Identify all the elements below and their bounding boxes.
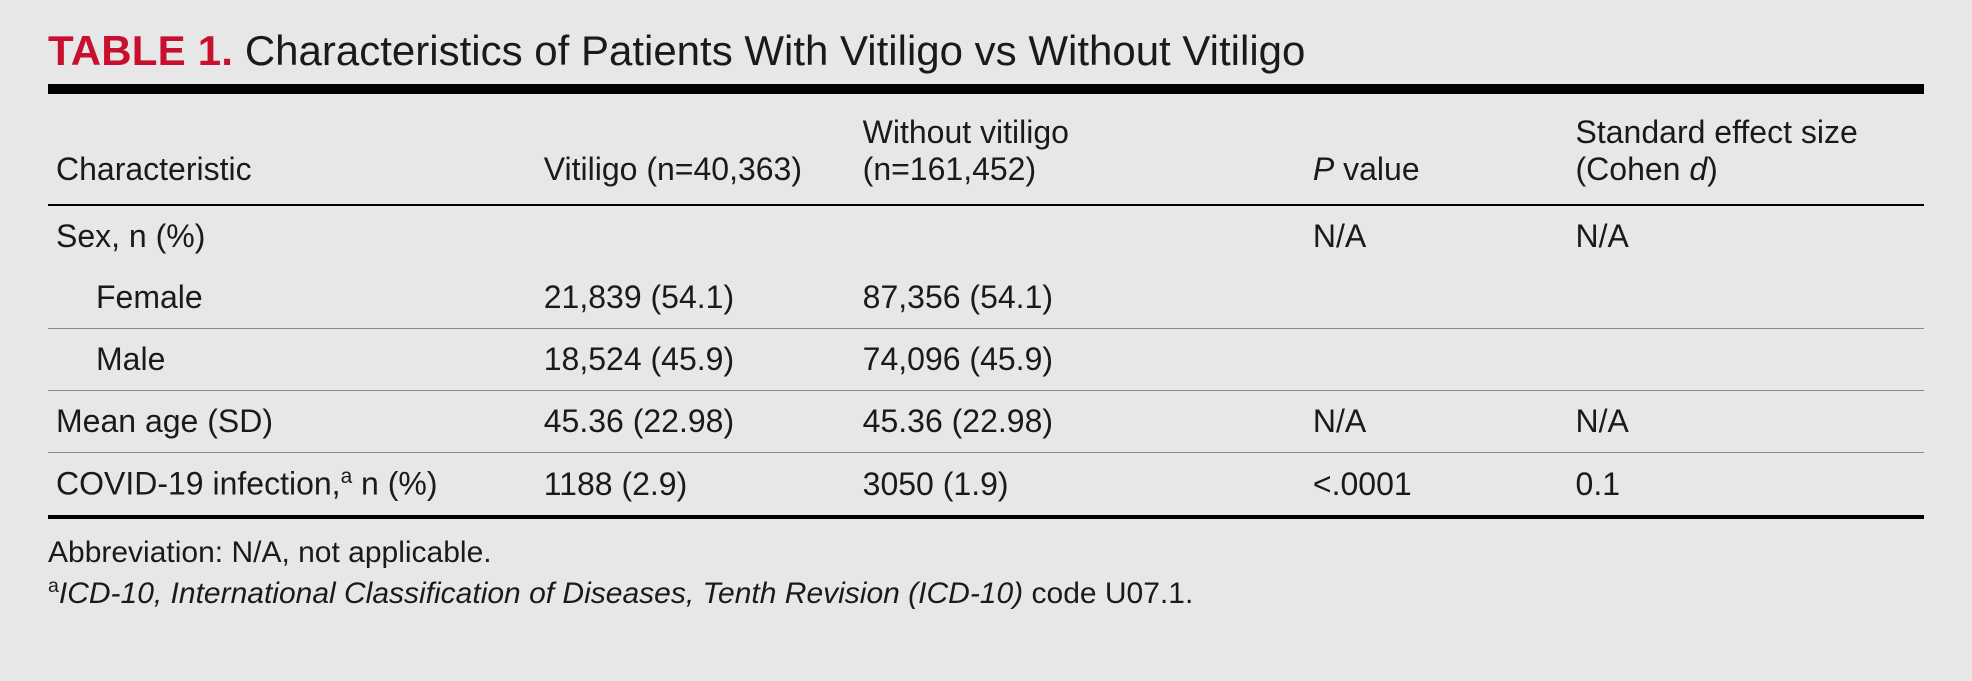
table-title: Characteristics of Patients With Vitilig… bbox=[245, 27, 1306, 74]
cell-male-vitiligo: 18,524 (45.9) bbox=[536, 329, 855, 391]
cell-age-p: N/A bbox=[1305, 391, 1568, 453]
cell-sex-vitiligo bbox=[536, 205, 855, 267]
cell-female-p bbox=[1305, 267, 1568, 329]
col-p-value: P value bbox=[1305, 104, 1568, 205]
col-effect-d: d bbox=[1689, 151, 1707, 187]
cell-age-without: 45.36 (22.98) bbox=[855, 391, 1305, 453]
cell-female-effect bbox=[1568, 267, 1924, 329]
cell-covid-label: COVID-19 infection,a n (%) bbox=[48, 453, 536, 517]
cell-sex-p: N/A bbox=[1305, 205, 1568, 267]
cell-male-label: Male bbox=[48, 329, 536, 391]
col-p-rest: value bbox=[1334, 151, 1419, 187]
cell-male-without: 74,096 (45.9) bbox=[855, 329, 1305, 391]
col-characteristic: Characteristic bbox=[48, 104, 536, 205]
col-p-italic: P bbox=[1313, 151, 1334, 187]
cell-sex-label: Sex, n (%) bbox=[48, 205, 536, 267]
cell-sex-effect: N/A bbox=[1568, 205, 1924, 267]
cell-covid-label-post: n (%) bbox=[352, 466, 437, 502]
col-without-line1: Without vitiligo bbox=[863, 114, 1069, 150]
row-female: Female 21,839 (54.1) 87,356 (54.1) bbox=[48, 267, 1924, 329]
col-without-line2: (n=161,452) bbox=[863, 151, 1036, 187]
table-container: TABLE 1. Characteristics of Patients Wit… bbox=[0, 0, 1972, 681]
row-age: Mean age (SD) 45.36 (22.98) 45.36 (22.98… bbox=[48, 391, 1924, 453]
row-covid: COVID-19 infection,a n (%) 1188 (2.9) 30… bbox=[48, 453, 1924, 517]
cell-female-without: 87,356 (54.1) bbox=[855, 267, 1305, 329]
cell-covid-label-sup: a bbox=[341, 465, 353, 488]
row-sex: Sex, n (%) N/A N/A bbox=[48, 205, 1924, 267]
cell-sex-without bbox=[855, 205, 1305, 267]
rule-thick-top bbox=[48, 84, 1924, 94]
cell-female-label: Female bbox=[48, 267, 536, 329]
col-characteristic-text: Characteristic bbox=[56, 151, 252, 187]
col-without-vitiligo: Without vitiligo (n=161,452) bbox=[855, 104, 1305, 205]
col-effect-post: ) bbox=[1707, 151, 1718, 187]
table-label: TABLE 1. bbox=[48, 27, 233, 74]
cell-male-effect bbox=[1568, 329, 1924, 391]
cell-covid-effect: 0.1 bbox=[1568, 453, 1924, 517]
footnote-a: aICD-10, International Classification of… bbox=[48, 573, 1924, 615]
cell-male-p bbox=[1305, 329, 1568, 391]
cell-covid-p: <.0001 bbox=[1305, 453, 1568, 517]
footnotes: Abbreviation: N/A, not applicable. aICD-… bbox=[48, 519, 1924, 615]
col-effect-line1: Standard effect size bbox=[1576, 114, 1858, 150]
cell-age-effect: N/A bbox=[1568, 391, 1924, 453]
row-male: Male 18,524 (45.9) 74,096 (45.9) bbox=[48, 329, 1924, 391]
cell-covid-without: 3050 (1.9) bbox=[855, 453, 1305, 517]
cell-covid-vitiligo: 1188 (2.9) bbox=[536, 453, 855, 517]
col-vitiligo: Vitiligo (n=40,363) bbox=[536, 104, 855, 205]
cell-covid-label-pre: COVID-19 infection, bbox=[56, 466, 341, 502]
table-title-line: TABLE 1. Characteristics of Patients Wit… bbox=[48, 28, 1924, 74]
col-effect-size: Standard effect size (Cohen d) bbox=[1568, 104, 1924, 205]
data-table: Characteristic Vitiligo (n=40,363) Witho… bbox=[48, 104, 1924, 519]
footnote-a-tail: code U07.1. bbox=[1023, 577, 1193, 610]
col-effect-pre: (Cohen bbox=[1576, 151, 1690, 187]
col-vitiligo-text: Vitiligo (n=40,363) bbox=[544, 151, 802, 187]
cell-age-vitiligo: 45.36 (22.98) bbox=[536, 391, 855, 453]
footnote-abbrev: Abbreviation: N/A, not applicable. bbox=[48, 533, 1924, 574]
cell-female-vitiligo: 21,839 (54.1) bbox=[536, 267, 855, 329]
footnote-a-italic: ICD-10, International Classification of … bbox=[59, 577, 1023, 610]
cell-age-label: Mean age (SD) bbox=[48, 391, 536, 453]
table-header-row: Characteristic Vitiligo (n=40,363) Witho… bbox=[48, 104, 1924, 205]
footnote-a-sup: a bbox=[48, 575, 59, 597]
